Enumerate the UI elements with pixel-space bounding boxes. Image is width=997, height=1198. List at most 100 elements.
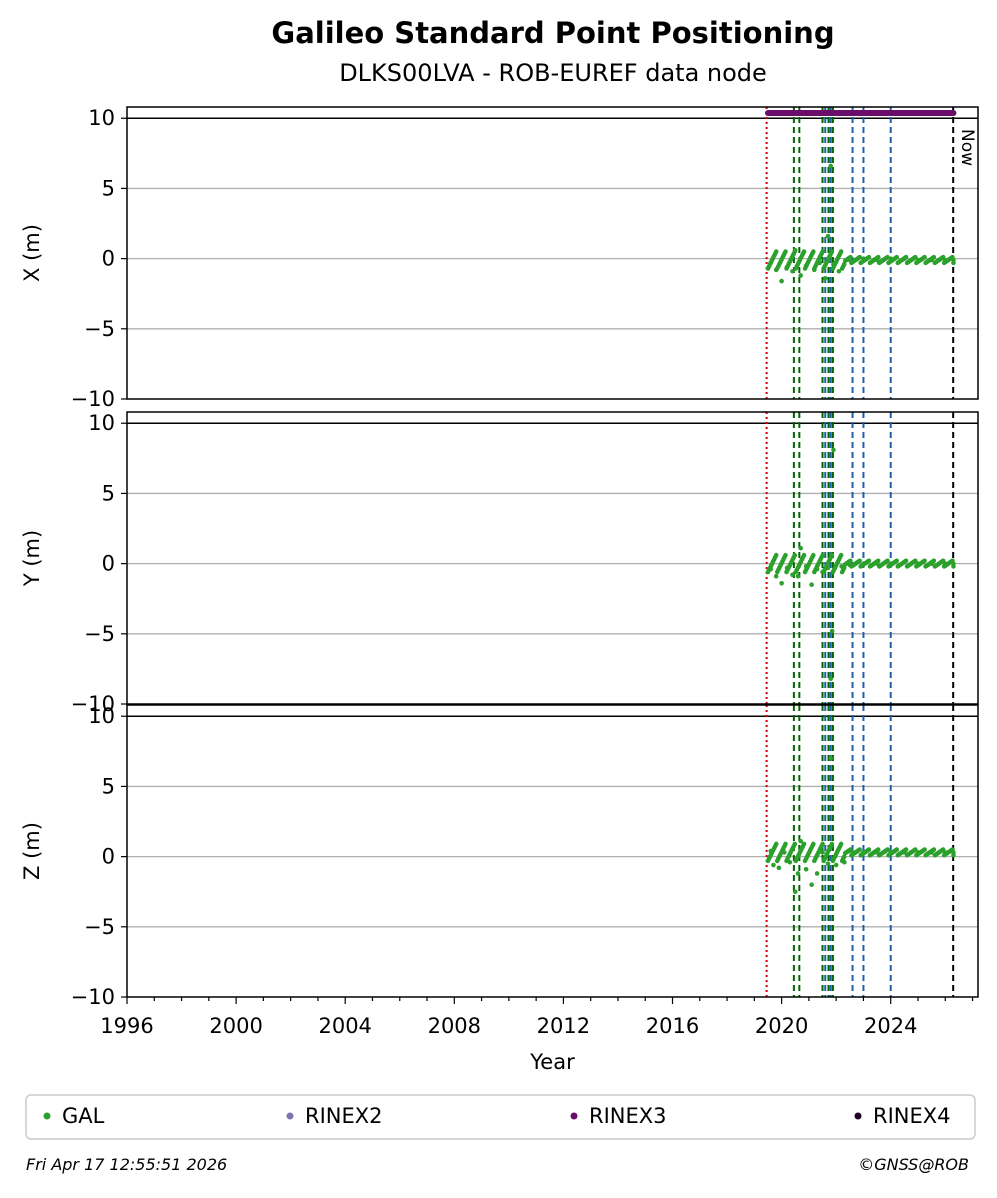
data-point-rinex3 [829, 110, 836, 116]
data-point-gal [894, 558, 900, 564]
data-point-gal [783, 249, 788, 254]
data-point-rinex3 [931, 110, 938, 116]
data-point-gal [848, 847, 853, 852]
data-point-rinex3 [894, 110, 901, 116]
y-tick-label: −10 [71, 692, 115, 716]
data-point-gal [838, 552, 844, 558]
data-point-rinex3 [866, 110, 873, 116]
plot-area: −10 −5 0 5 10 X (m) −10 −5 0 5 10 Y (m) −10 −5 0 5 10 Z (… [20, 106, 979, 1074]
data-point-rinex3 [792, 110, 799, 116]
data-point-gal [814, 871, 820, 876]
x-tick-label: 2012 [537, 1014, 590, 1038]
y-tick-label: 0 [102, 247, 115, 271]
y-tick-label: 5 [102, 481, 115, 505]
data-point-gal [903, 847, 909, 852]
data-point-gal [792, 889, 798, 895]
data-point-gal [950, 847, 955, 852]
x-tick-label: 2000 [209, 1014, 262, 1038]
data-point-gal [951, 852, 956, 858]
footer-credit: ©GNSS@ROB [858, 1155, 969, 1174]
legend-label: GAL [62, 1104, 105, 1128]
y-tick-label: −10 [71, 985, 115, 1009]
data-point-gal [811, 841, 816, 847]
data-point-gal [779, 278, 784, 284]
x-tick-label: 2016 [646, 1014, 699, 1038]
x-tick-label: 2024 [864, 1014, 917, 1038]
data-point-gal [773, 573, 779, 579]
data-point-gal [922, 847, 927, 852]
data-point-rinex3 [764, 110, 771, 116]
data-point-gal [866, 254, 872, 260]
data-point-gal [773, 249, 779, 254]
data-point-gal [809, 882, 814, 887]
data-point-gal [838, 841, 844, 847]
data-point-gal [783, 552, 788, 558]
data-point-rinex3 [857, 110, 864, 116]
data-point-gal [950, 558, 955, 564]
y-tick-label: 5 [102, 774, 115, 798]
y-axis-label: Y (m) [20, 530, 44, 587]
y-tick-label: 0 [102, 845, 115, 869]
data-point-rinex3 [913, 110, 920, 116]
data-point-gal [841, 854, 847, 859]
data-point-gal [885, 558, 890, 564]
data-point-gal [940, 558, 946, 564]
legend-label: RINEX2 [305, 1104, 383, 1128]
legend-label: RINEX4 [873, 1104, 951, 1128]
data-point-gal [885, 254, 890, 260]
data-point-gal [820, 841, 825, 847]
data-point-gal [803, 866, 809, 872]
panel-frame [126, 106, 979, 400]
data-point-gal [913, 254, 918, 260]
y-tick-label: 10 [88, 411, 115, 435]
data-point-gal [940, 254, 946, 260]
y-axis-label: Z (m) [20, 822, 44, 880]
data-point-gal [811, 552, 816, 558]
data-point-gal [809, 582, 814, 587]
x-tick-label: 2020 [755, 1014, 808, 1038]
y-tick-label: 0 [102, 552, 115, 576]
data-point-rinex3 [848, 110, 855, 116]
footer-timestamp: Fri Apr 17 12:55:51 2026 [26, 1155, 227, 1174]
data-point-gal [951, 564, 956, 569]
data-point-gal [798, 838, 804, 844]
chart-title: Galileo Standard Point Positioning [271, 16, 834, 50]
data-point-gal [829, 841, 835, 847]
data-point-gal [790, 572, 795, 578]
data-point-gal [783, 841, 788, 847]
data-point-gal [792, 841, 798, 847]
data-point-gal [913, 558, 918, 564]
y-tick-label: −5 [84, 317, 115, 341]
data-point-gal [829, 628, 835, 634]
data-point-gal [833, 862, 839, 868]
data-point-gal [940, 847, 946, 852]
data-point-gal [825, 861, 831, 866]
data-point-rinex3 [802, 110, 809, 116]
x-tick-label: 1996 [100, 1014, 153, 1038]
data-point-gal [831, 447, 836, 453]
data-point-gal [776, 865, 782, 871]
data-point-gal [857, 847, 862, 852]
legend-frame [25, 1094, 976, 1140]
data-point-rinex3 [950, 110, 957, 116]
data-point-gal [838, 249, 844, 254]
data-point-gal [773, 841, 779, 847]
now-label: Now [957, 129, 977, 166]
y-tick-label: 5 [102, 176, 115, 200]
legend-marker [286, 1112, 294, 1120]
data-point-gal [801, 249, 807, 254]
x-axis-label: Year [529, 1050, 575, 1074]
data-point-gal [795, 573, 801, 579]
x-tick-label: 2004 [318, 1014, 371, 1038]
data-point-gal [828, 163, 834, 169]
data-point-gal [866, 847, 872, 852]
data-point-gal [875, 847, 881, 852]
y-tick-label: −5 [84, 622, 115, 646]
data-point-gal [875, 254, 881, 260]
data-point-gal [885, 847, 890, 852]
data-point-gal [848, 558, 853, 564]
data-point-rinex3 [774, 110, 781, 116]
legend-marker [570, 1112, 578, 1120]
y-axis-label: X (m) [20, 224, 44, 282]
data-point-gal [913, 847, 918, 852]
